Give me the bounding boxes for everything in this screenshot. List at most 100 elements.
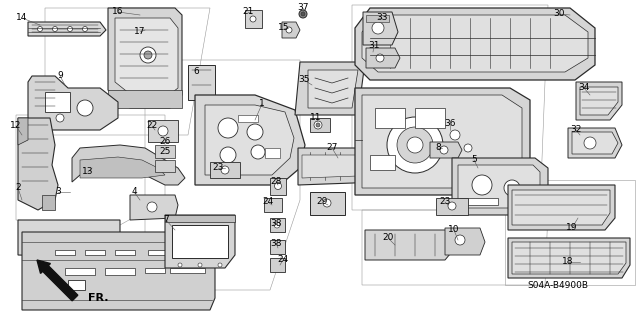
Circle shape	[314, 121, 322, 129]
Polygon shape	[270, 240, 285, 254]
Circle shape	[274, 222, 280, 228]
Polygon shape	[363, 12, 398, 45]
Circle shape	[178, 263, 182, 267]
Polygon shape	[18, 118, 58, 210]
Text: 23: 23	[212, 164, 224, 173]
Polygon shape	[270, 218, 285, 232]
Polygon shape	[355, 8, 595, 80]
Circle shape	[275, 182, 282, 189]
FancyArrow shape	[37, 260, 78, 301]
Circle shape	[38, 26, 42, 32]
Text: 5: 5	[471, 155, 477, 165]
Circle shape	[301, 12, 305, 16]
Circle shape	[316, 123, 320, 127]
Circle shape	[56, 114, 64, 122]
Text: 38: 38	[270, 239, 282, 248]
Circle shape	[407, 137, 423, 153]
Circle shape	[147, 202, 157, 212]
Polygon shape	[264, 198, 282, 212]
Polygon shape	[298, 148, 388, 185]
Polygon shape	[355, 88, 530, 195]
Polygon shape	[568, 128, 622, 158]
Circle shape	[220, 147, 236, 163]
Polygon shape	[148, 250, 168, 255]
Polygon shape	[42, 195, 55, 210]
Polygon shape	[205, 105, 294, 175]
Circle shape	[464, 144, 472, 152]
Polygon shape	[108, 90, 182, 108]
Circle shape	[198, 263, 202, 267]
Polygon shape	[512, 242, 626, 274]
Circle shape	[323, 199, 331, 207]
Circle shape	[250, 16, 256, 22]
Text: 26: 26	[159, 137, 171, 146]
Text: 29: 29	[316, 197, 328, 206]
Polygon shape	[370, 155, 395, 170]
Text: 32: 32	[570, 125, 582, 135]
Text: 31: 31	[368, 41, 380, 50]
Polygon shape	[458, 165, 540, 208]
Polygon shape	[452, 158, 548, 215]
Polygon shape	[576, 82, 622, 120]
Circle shape	[144, 51, 152, 59]
Polygon shape	[366, 15, 389, 22]
Circle shape	[397, 127, 433, 163]
Polygon shape	[155, 160, 175, 172]
Polygon shape	[175, 250, 195, 255]
Circle shape	[218, 118, 238, 138]
Text: 12: 12	[10, 122, 22, 130]
Text: 33: 33	[376, 13, 388, 23]
Text: 38: 38	[270, 219, 282, 228]
Text: 25: 25	[159, 147, 171, 157]
Polygon shape	[310, 192, 345, 215]
Polygon shape	[172, 225, 228, 258]
Polygon shape	[65, 268, 95, 275]
Polygon shape	[72, 145, 185, 185]
Polygon shape	[308, 70, 358, 108]
Polygon shape	[365, 230, 455, 260]
Polygon shape	[210, 162, 240, 178]
Polygon shape	[28, 76, 118, 130]
Polygon shape	[415, 108, 445, 128]
Circle shape	[251, 145, 265, 159]
Polygon shape	[362, 15, 588, 72]
Polygon shape	[145, 268, 165, 273]
Polygon shape	[580, 87, 618, 115]
Circle shape	[450, 130, 460, 140]
Circle shape	[372, 22, 384, 34]
Circle shape	[472, 175, 492, 195]
Circle shape	[448, 202, 456, 210]
Polygon shape	[245, 10, 262, 28]
Circle shape	[218, 263, 222, 267]
Circle shape	[299, 10, 307, 18]
Polygon shape	[508, 185, 615, 230]
Polygon shape	[366, 48, 400, 68]
Polygon shape	[238, 115, 258, 122]
Circle shape	[52, 26, 58, 32]
Circle shape	[387, 117, 443, 173]
Text: 18: 18	[563, 257, 573, 266]
Polygon shape	[170, 268, 205, 273]
Text: 34: 34	[579, 84, 589, 93]
Polygon shape	[362, 95, 522, 188]
Text: 23: 23	[439, 197, 451, 206]
Polygon shape	[195, 95, 305, 185]
Polygon shape	[68, 280, 85, 290]
Text: 22: 22	[147, 122, 157, 130]
Text: 21: 21	[243, 8, 253, 17]
Polygon shape	[22, 232, 215, 310]
Circle shape	[584, 137, 596, 149]
Text: S04A-B4900B: S04A-B4900B	[527, 280, 589, 290]
Text: 37: 37	[297, 4, 308, 12]
Circle shape	[455, 235, 465, 245]
Text: 2: 2	[15, 183, 21, 192]
Polygon shape	[18, 118, 28, 145]
Circle shape	[286, 27, 292, 33]
Circle shape	[247, 124, 263, 140]
Circle shape	[440, 146, 448, 154]
Text: 8: 8	[435, 144, 441, 152]
Polygon shape	[430, 142, 462, 158]
Text: 19: 19	[566, 224, 578, 233]
Polygon shape	[105, 268, 135, 275]
Text: 4: 4	[131, 188, 137, 197]
